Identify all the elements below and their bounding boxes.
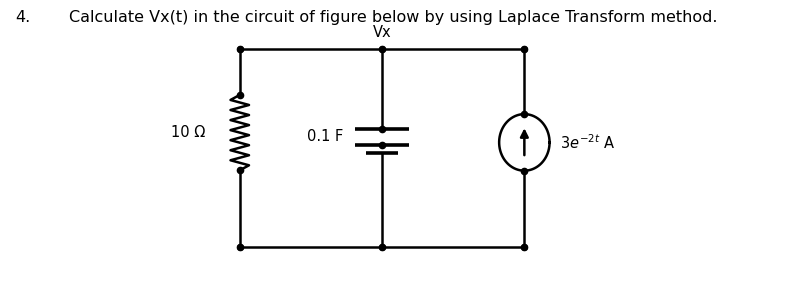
Text: 4.: 4. bbox=[15, 10, 31, 25]
Text: 10 Ω: 10 Ω bbox=[171, 125, 206, 140]
Text: Vx: Vx bbox=[372, 25, 392, 41]
Text: Calculate Vx(t) in the circuit of figure below by using Laplace Transform method: Calculate Vx(t) in the circuit of figure… bbox=[69, 10, 718, 25]
Text: 0.1 F: 0.1 F bbox=[307, 129, 343, 144]
Text: $3e^{-2t}$ A: $3e^{-2t}$ A bbox=[560, 133, 615, 152]
